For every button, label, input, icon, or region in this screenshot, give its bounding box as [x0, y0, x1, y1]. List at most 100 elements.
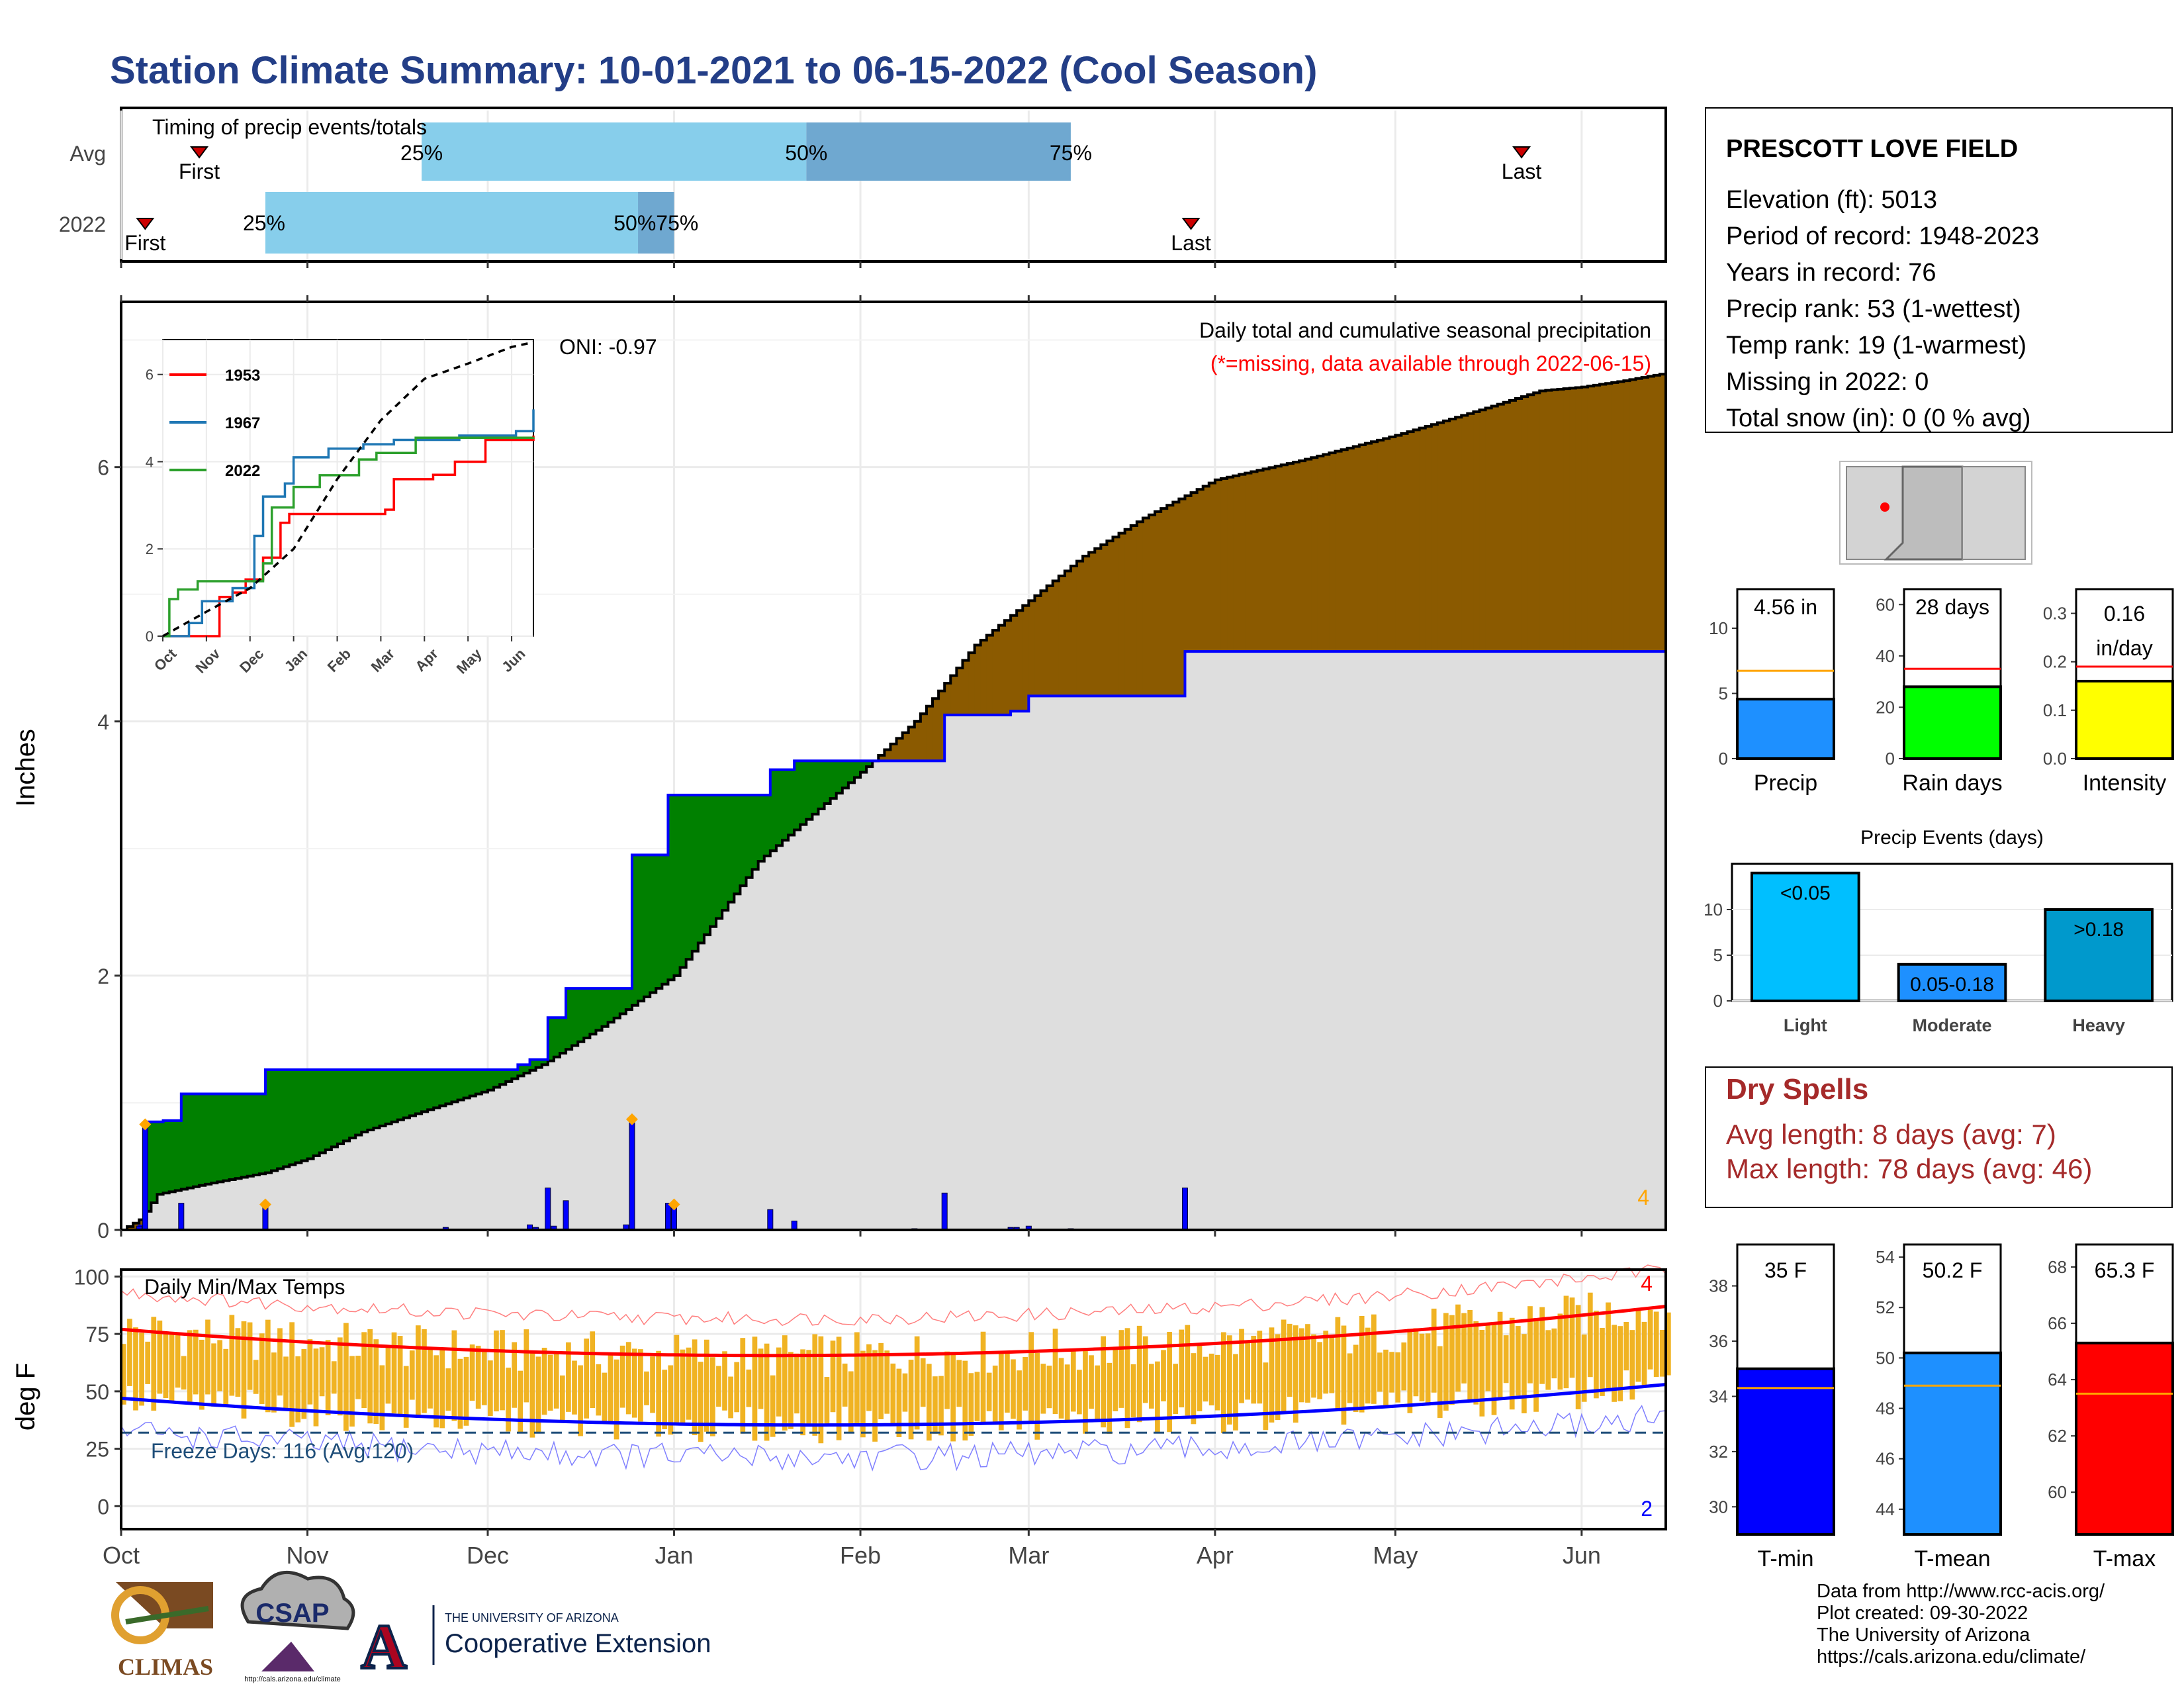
daily-temp-bar — [992, 1365, 998, 1425]
precip-deficit-area — [1600, 384, 1606, 652]
precip-surplus-area — [674, 795, 681, 976]
precip-surplus-area — [506, 1070, 512, 1082]
ua-logo-letter: A — [361, 1611, 406, 1682]
precip-y-axis-label: Inches — [11, 729, 40, 807]
daily-temp-bar — [1407, 1329, 1413, 1413]
daily-temp-bar — [169, 1332, 175, 1402]
daily-temp-bar — [457, 1358, 463, 1429]
daily-temp-bar — [1089, 1355, 1094, 1409]
daily-temp-bar — [619, 1345, 625, 1408]
precip-surplus-area — [355, 1070, 362, 1135]
precip-deficit-area — [1353, 446, 1360, 652]
daily-temp-bar — [313, 1348, 319, 1427]
mini-chart-category: T-max — [2093, 1546, 2156, 1571]
precip-deficit-area — [1425, 426, 1432, 652]
daily-temp-bar — [1233, 1354, 1238, 1430]
precip-surplus-area — [716, 795, 723, 919]
precip-deficit-area — [1005, 620, 1011, 716]
daily-temp-bar — [163, 1332, 169, 1399]
daily-temp-bar — [794, 1353, 799, 1414]
daily-temp-bar — [409, 1350, 415, 1400]
mini-y-tick-label: 64 — [2048, 1370, 2067, 1389]
daily-temp-bar — [986, 1372, 992, 1411]
precip-deficit-area — [1359, 445, 1366, 652]
daily-temp-bar — [1167, 1332, 1172, 1432]
precip-surplus-area — [535, 1059, 543, 1068]
daily-temp-bar — [271, 1352, 277, 1413]
daily-temp-bar — [451, 1330, 457, 1421]
daily-temp-bar — [1335, 1317, 1341, 1411]
footer-line: The University of Arizona — [1817, 1624, 2030, 1646]
daily-temp-bar — [379, 1365, 385, 1430]
precip-surplus-area — [806, 761, 813, 820]
daily-temp-bar — [325, 1340, 331, 1416]
daily-temp-bar — [902, 1373, 908, 1412]
precip-events-chart: Precip Events (days) 0 5 10 <0.05 Light 0.05-0… — [1704, 827, 2173, 1035]
precip-deficit-area — [1503, 402, 1510, 652]
precip-deficit-area — [914, 721, 921, 761]
temp-y-tick-label: 0 — [97, 1495, 109, 1519]
precip-surplus-area — [566, 988, 572, 1050]
precip-deficit-area — [1522, 397, 1528, 652]
mini-chart-value: 65.3 F — [2095, 1258, 2155, 1282]
mini-chart-value: 28 days — [1915, 595, 1989, 619]
precip-surplus-area — [253, 1094, 260, 1176]
daily-temp-bar — [1509, 1317, 1515, 1410]
precip-deficit-area — [1070, 566, 1077, 696]
daily-temp-bar — [500, 1330, 505, 1411]
precip-surplus-area — [301, 1070, 308, 1161]
precip-deficit-area — [1083, 556, 1089, 696]
daily-temp-bar — [656, 1350, 661, 1437]
precip-surplus-area — [211, 1094, 218, 1184]
precip-surplus-area — [529, 1059, 537, 1070]
inset-legend-label: 1953 — [225, 367, 260, 385]
daily-temp-bar — [1101, 1336, 1107, 1428]
missing-data-marker — [668, 1198, 680, 1211]
inset-series-line — [163, 409, 535, 637]
precip-surplus-area — [379, 1070, 387, 1126]
precip-deficit-area — [1539, 391, 1546, 652]
precip-surplus-area — [199, 1094, 206, 1186]
mini-y-tick-label: 48 — [1876, 1399, 1895, 1419]
daily-temp-bar — [1617, 1326, 1623, 1401]
precip-deficit-area — [1449, 418, 1456, 652]
daily-temp-bar — [1208, 1353, 1214, 1406]
precip-surplus-area — [746, 795, 753, 878]
precip-y-tick-label: 0 — [97, 1219, 109, 1243]
daily-temp-bar — [1581, 1334, 1587, 1402]
precip-deficit-area — [980, 640, 987, 716]
precip-deficit-area — [1173, 502, 1179, 696]
precip-deficit-area — [1623, 381, 1631, 652]
precip-deficit-area — [1046, 585, 1054, 696]
precip-deficit-area — [1275, 466, 1282, 652]
daily-temp-bar — [1623, 1321, 1629, 1371]
precip-deficit-area — [1095, 548, 1101, 696]
daily-temp-bar — [1515, 1326, 1521, 1396]
precip-deficit-area — [1017, 610, 1023, 712]
daily-temp-bar — [933, 1376, 938, 1434]
daily-temp-bar — [1473, 1321, 1479, 1405]
mini-chart-category: Precip — [1754, 771, 1817, 796]
daily-temp-bar — [403, 1366, 409, 1428]
daily-temp-bar — [1185, 1325, 1191, 1416]
daily-temp-bar — [1017, 1370, 1022, 1430]
daily-temp-bar — [529, 1350, 535, 1438]
daily-temp-bar — [1353, 1344, 1359, 1413]
daily-temp-bar — [572, 1360, 577, 1415]
daily-temp-bar — [1113, 1346, 1118, 1411]
events-bar-label: >0.18 — [2073, 919, 2124, 941]
station-location-marker — [1880, 502, 1889, 512]
precip-deficit-area — [920, 714, 927, 761]
precip-deficit-area — [1515, 398, 1522, 652]
mini-chart-category: T-mean — [1914, 1546, 1990, 1571]
precip-surplus-area — [680, 795, 687, 968]
ua-logo-line2: Cooperative Extension — [445, 1629, 711, 1658]
daily-temp-bar — [842, 1363, 848, 1407]
daily-temp-bar — [740, 1338, 746, 1434]
precip-deficit-area — [962, 660, 970, 716]
normal-tmax-line — [120, 1305, 1666, 1358]
precip-surplus-area — [656, 855, 662, 989]
daily-temp-bar — [475, 1345, 481, 1409]
daily-temp-bar — [229, 1315, 235, 1396]
